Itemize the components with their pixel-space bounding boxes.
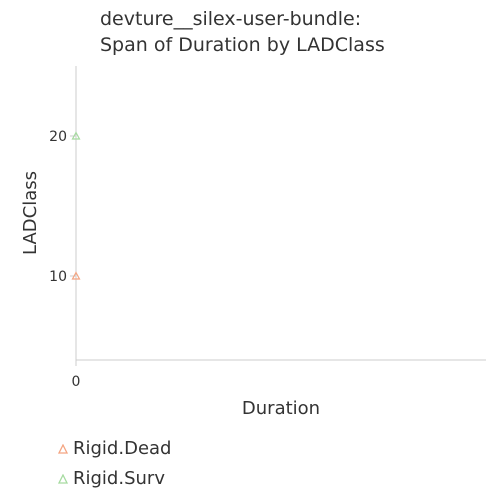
data-point-rigid-surv[interactable] (71, 131, 81, 140)
triangle-marker-icon (58, 444, 68, 454)
legend-item-rigid-surv[interactable]: Rigid.Surv (58, 464, 171, 494)
chart-title: devture__silex-user-bundle: Span of Dura… (100, 6, 385, 58)
triangle-marker-icon (58, 474, 68, 484)
legend-label: Rigid.Dead (73, 438, 172, 459)
legend-label: Rigid.Surv (73, 468, 165, 489)
y-tick-label: 20 (49, 129, 67, 145)
chart-title-line-1: devture__silex-user-bundle: (100, 8, 362, 30)
x-ticks: 0 (72, 360, 81, 390)
chart-title-line-2: Span of Duration by LADClass (100, 34, 385, 56)
y-tick-label: 10 (49, 269, 67, 285)
legend-item-rigid-dead[interactable]: Rigid.Dead (58, 434, 171, 464)
legend: Rigid.Dead Rigid.Surv (58, 434, 171, 494)
data-point-rigid-dead[interactable] (71, 271, 81, 280)
data-points (71, 131, 81, 280)
y-ticks: 10 20 (49, 129, 76, 285)
x-axis-label: Duration (242, 398, 320, 419)
x-tick-label: 0 (72, 374, 81, 390)
y-axis-label: LADClass (20, 171, 41, 255)
